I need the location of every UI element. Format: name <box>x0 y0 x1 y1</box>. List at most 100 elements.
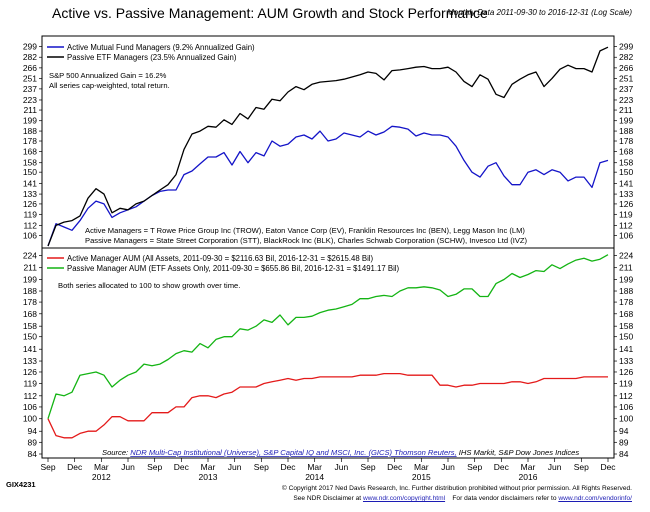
top-tick-label-left: 106 <box>23 230 37 240</box>
x-tick-label-month: Dec <box>67 462 83 472</box>
source-label: Source: <box>102 448 130 457</box>
bottom-tick-label-right: 158 <box>619 321 633 331</box>
bottom-tick-label-left: 188 <box>23 286 37 296</box>
top-tick-label-left: 178 <box>23 136 37 146</box>
top-tick-label-left: 251 <box>23 73 37 83</box>
x-tick-label-month: Mar <box>521 462 536 472</box>
top-tick-label-left: 223 <box>23 95 37 105</box>
x-tick-label-month: Mar <box>307 462 322 472</box>
bottom-tick-label-left: 106 <box>23 402 37 412</box>
bottom-tick-label-left: 199 <box>23 275 37 285</box>
top-tick-label-right: 141 <box>619 178 633 188</box>
bottom-tick-label-left: 89 <box>28 437 38 447</box>
top-tick-label-left: 112 <box>23 220 37 230</box>
bottom-tick-label-right: 126 <box>619 367 633 377</box>
top-tick-label-left: 168 <box>23 147 37 157</box>
bottom-tick-label-right: 168 <box>619 309 633 319</box>
bottom-tick-label-right: 112 <box>619 391 633 401</box>
top-tick-label-left: 299 <box>23 42 37 52</box>
x-tick-label-month: Mar <box>94 462 109 472</box>
bottom-tick-label-left: 150 <box>23 332 37 342</box>
source-line: Source: NDR Multi-Cap Institutional (Uni… <box>102 448 579 457</box>
bottom-tick-label-right: 119 <box>619 379 633 389</box>
bottom-tick-label-right: 84 <box>619 449 629 459</box>
source-link[interactable]: NDR Multi-Cap Institutional (Universe), … <box>130 448 456 457</box>
bottom-tick-label-left: 158 <box>23 321 37 331</box>
top-tick-label-left: 119 <box>23 209 37 219</box>
x-tick-label-month: Mar <box>201 462 216 472</box>
x-tick-label-year: 2013 <box>199 472 218 482</box>
top-tick-label-right: 266 <box>619 63 633 73</box>
top-tick-label-right: 106 <box>619 230 633 240</box>
x-tick-label-month: Dec <box>494 462 510 472</box>
x-tick-label-month: Jun <box>334 462 348 472</box>
series-line-passive-aum <box>47 254 609 419</box>
bottom-tick-label-left: 126 <box>23 367 37 377</box>
bottom-tick-label-left: 133 <box>23 356 37 366</box>
top-tick-label-right: 112 <box>619 220 633 230</box>
x-tick-label-month: Dec <box>387 462 403 472</box>
top-tick-label-left: 282 <box>23 52 37 62</box>
top-tick-label-right: 158 <box>619 158 633 168</box>
bottom-tick-label-left: 178 <box>23 297 37 307</box>
vendor-link[interactable]: www.ndr.com/vendorinfo/ <box>558 495 632 502</box>
top-tick-label-right: 211 <box>619 105 633 115</box>
top-note-cap-weighted: All series cap-weighted, total return. <box>49 81 170 90</box>
disclaimer-prefix: See NDR Disclaimer at <box>293 495 362 502</box>
copyright-text: © Copyright 2017 Ned Davis Research, Inc… <box>281 485 632 492</box>
x-tick-label-month: Sep <box>40 462 55 472</box>
top-tick-label-left: 211 <box>23 105 37 115</box>
bottom-tick-label-left: 168 <box>23 309 37 319</box>
x-tick-label-month: Dec <box>600 462 616 472</box>
legend-label-bottom: Passive Manager AUM (ETF Assets Only, 20… <box>67 264 400 273</box>
copyright-block: © Copyright 2017 Ned Davis Research, Inc… <box>282 484 632 504</box>
top-tick-label-right: 282 <box>619 52 633 62</box>
bottom-tick-label-right: 199 <box>619 275 633 285</box>
x-tick-label-month: Sep <box>467 462 482 472</box>
top-tick-label-right: 223 <box>619 95 633 105</box>
bottom-tick-label-left: 84 <box>28 449 38 459</box>
bottom-tick-label-right: 100 <box>619 414 633 424</box>
x-tick-label-month: Sep <box>254 462 269 472</box>
x-tick-label-month: Mar <box>414 462 429 472</box>
top-tick-label-right: 168 <box>619 147 633 157</box>
series-line-passive-managers <box>47 46 609 247</box>
x-tick-label-year: 2012 <box>92 472 111 482</box>
top-tick-label-left: 199 <box>23 116 37 126</box>
chart-subtitle: Monthly Data 2011-09-30 to 2016-12-31 (L… <box>447 8 632 17</box>
top-tick-label-right: 251 <box>619 73 633 83</box>
vendor-prefix: For data vendor disclaimers refer to <box>452 495 557 502</box>
passive-managers-list: Passive Managers = State Street Corporat… <box>85 236 528 245</box>
bottom-panel-frame <box>41 247 615 459</box>
top-tick-label-right: 237 <box>619 84 633 94</box>
source-rest: IHS Markit, S&P Dow Jones Indices <box>457 448 580 457</box>
bottom-tick-label-right: 178 <box>619 297 633 307</box>
top-tick-label-right: 150 <box>619 167 633 177</box>
bottom-tick-label-right: 89 <box>619 437 629 447</box>
bottom-tick-label-left: 224 <box>23 251 37 261</box>
bottom-tick-label-left: 141 <box>23 344 37 354</box>
x-tick-label-month: Jun <box>228 462 242 472</box>
top-note-sp500: S&P 500 Annualized Gain = 16.2% <box>49 71 167 80</box>
top-tick-label-right: 119 <box>619 209 633 219</box>
legend-label-top: Passive ETF Managers (23.5% Annualized G… <box>67 53 237 62</box>
bottom-tick-label-right: 141 <box>619 344 633 354</box>
bottom-note-allocated: Both series allocated to 100 to show gro… <box>58 281 240 290</box>
x-tick-label-month: Jun <box>548 462 562 472</box>
chart-title: Active vs. Passive Management: AUM Growt… <box>52 5 488 21</box>
x-tick-label-month: Sep <box>360 462 375 472</box>
top-tick-label-right: 133 <box>619 189 633 199</box>
bottom-tick-label-left: 112 <box>23 391 37 401</box>
top-tick-label-left: 266 <box>23 63 37 73</box>
top-tick-label-left: 133 <box>23 189 37 199</box>
bottom-tick-label-left: 119 <box>23 379 37 389</box>
x-tick-label-month: Sep <box>147 462 162 472</box>
active-managers-list: Active Managers = T Rowe Price Group Inc… <box>85 226 525 235</box>
x-tick-label-year: 2016 <box>519 472 538 482</box>
chart-code: GIX4231 <box>6 480 36 489</box>
disclaimer-link[interactable]: www.ndr.com/copyright.html <box>362 495 446 502</box>
x-tick-label-year: 2015 <box>412 472 431 482</box>
legend-label-bottom: Active Manager AUM (All Assets, 2011-09-… <box>67 254 374 263</box>
bottom-tick-label-left: 94 <box>28 426 38 436</box>
